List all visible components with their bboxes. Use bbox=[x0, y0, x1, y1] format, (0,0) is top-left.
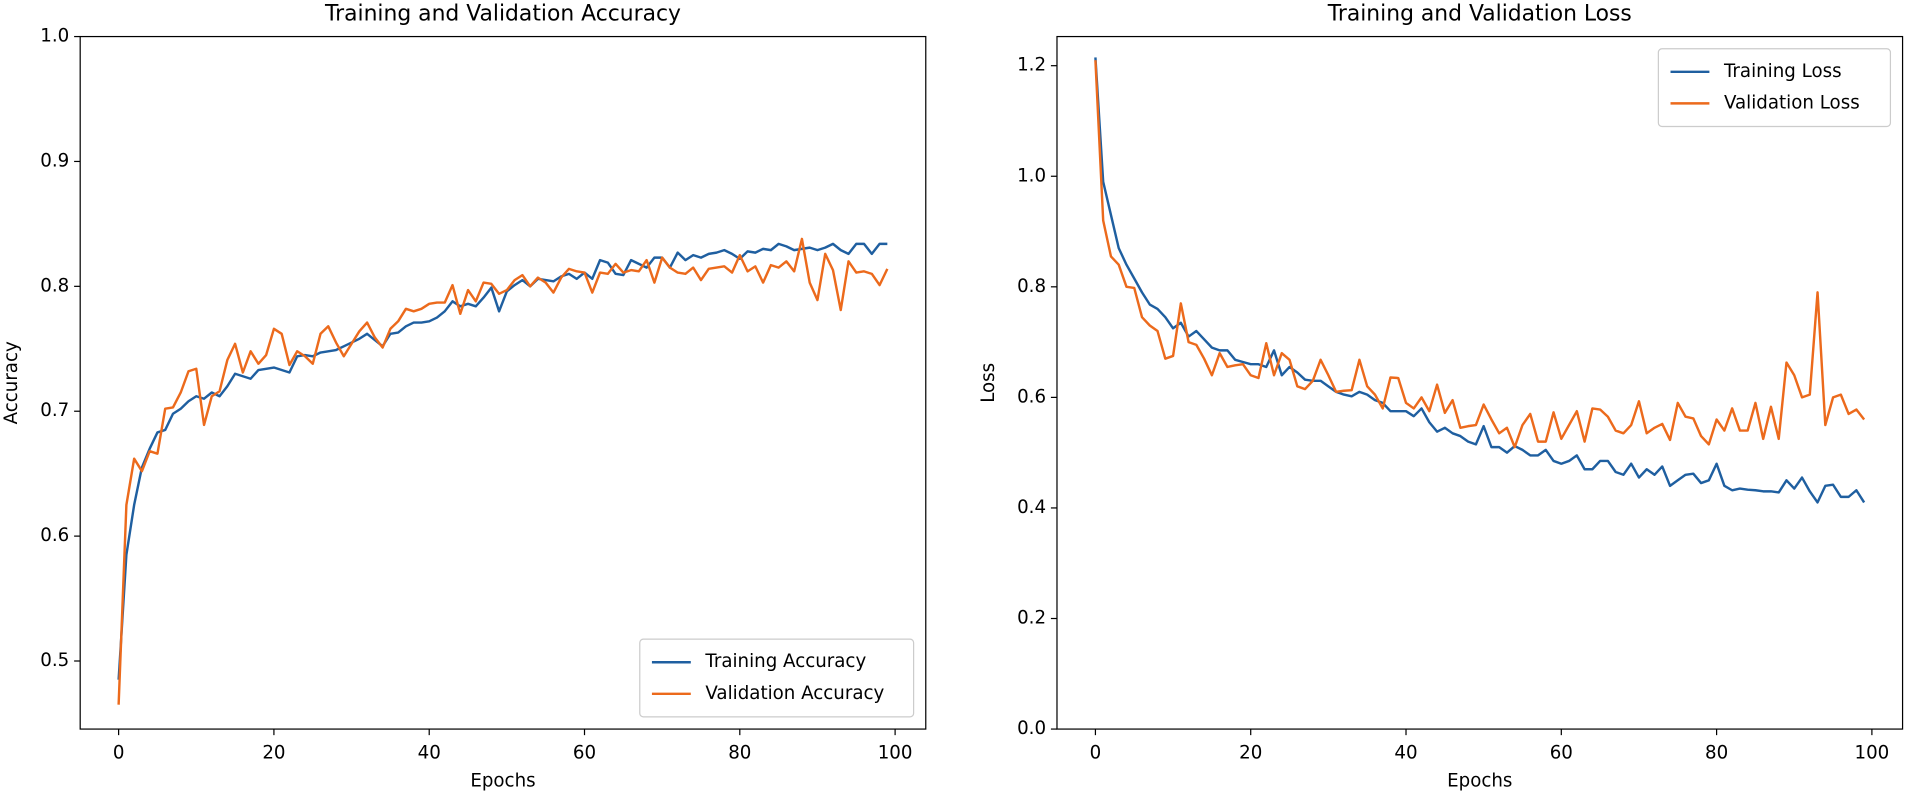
x-tick-label: 100 bbox=[1855, 742, 1890, 763]
y-tick-label: 0.8 bbox=[40, 275, 69, 296]
y-tick-label: 1.0 bbox=[1017, 165, 1046, 186]
chart-title: Training and Validation Loss bbox=[1327, 2, 1632, 27]
plot-frame bbox=[79, 35, 927, 730]
y-tick-label: 0.5 bbox=[40, 650, 69, 671]
x-tick-label: 20 bbox=[262, 742, 285, 763]
x-tick-label: 60 bbox=[573, 742, 596, 763]
y-tick-label: 0.6 bbox=[40, 525, 69, 546]
y-tick-label: 0.7 bbox=[40, 400, 69, 421]
y-tick-label: 0.0 bbox=[1017, 718, 1046, 739]
legend-label: Training Loss bbox=[1723, 61, 1842, 82]
y-tick-label: 0.9 bbox=[40, 150, 69, 171]
data-line bbox=[117, 242, 888, 680]
x-axis-label: Epochs bbox=[1447, 770, 1512, 791]
plot-frame bbox=[1056, 35, 1904, 730]
y-tick-label: 1.2 bbox=[1017, 55, 1046, 76]
x-tick-label: 0 bbox=[113, 742, 125, 763]
y-tick-label: 0.6 bbox=[1017, 386, 1046, 407]
x-tick-label: 40 bbox=[418, 742, 441, 763]
x-tick-label: 80 bbox=[1705, 742, 1728, 763]
data-line bbox=[117, 237, 889, 705]
data-line bbox=[1094, 57, 1866, 504]
x-axis-label: Epochs bbox=[470, 770, 535, 791]
y-tick-label: 0.4 bbox=[1017, 497, 1046, 518]
y-axis-label: Loss bbox=[978, 363, 999, 403]
x-tick-label: 100 bbox=[878, 742, 913, 763]
y-tick-label: 0.2 bbox=[1017, 608, 1046, 629]
legend-box bbox=[1657, 48, 1892, 128]
legend-label: Training Accuracy bbox=[704, 651, 866, 672]
chart-title: Training and Validation Accuracy bbox=[324, 2, 681, 27]
x-tick-label: 60 bbox=[1550, 742, 1573, 763]
legend-label: Validation Loss bbox=[1724, 92, 1860, 113]
y-tick-label: 1.0 bbox=[40, 26, 69, 47]
legend-label: Validation Accuracy bbox=[705, 683, 884, 704]
legend-box bbox=[639, 638, 915, 718]
y-axis-label: Accuracy bbox=[1, 341, 22, 424]
x-tick-label: 20 bbox=[1239, 742, 1262, 763]
data-line bbox=[1094, 60, 1866, 449]
y-tick-label: 0.8 bbox=[1017, 276, 1046, 297]
x-tick-label: 80 bbox=[728, 742, 751, 763]
x-tick-label: 0 bbox=[1090, 742, 1102, 763]
x-tick-label: 40 bbox=[1394, 742, 1417, 763]
